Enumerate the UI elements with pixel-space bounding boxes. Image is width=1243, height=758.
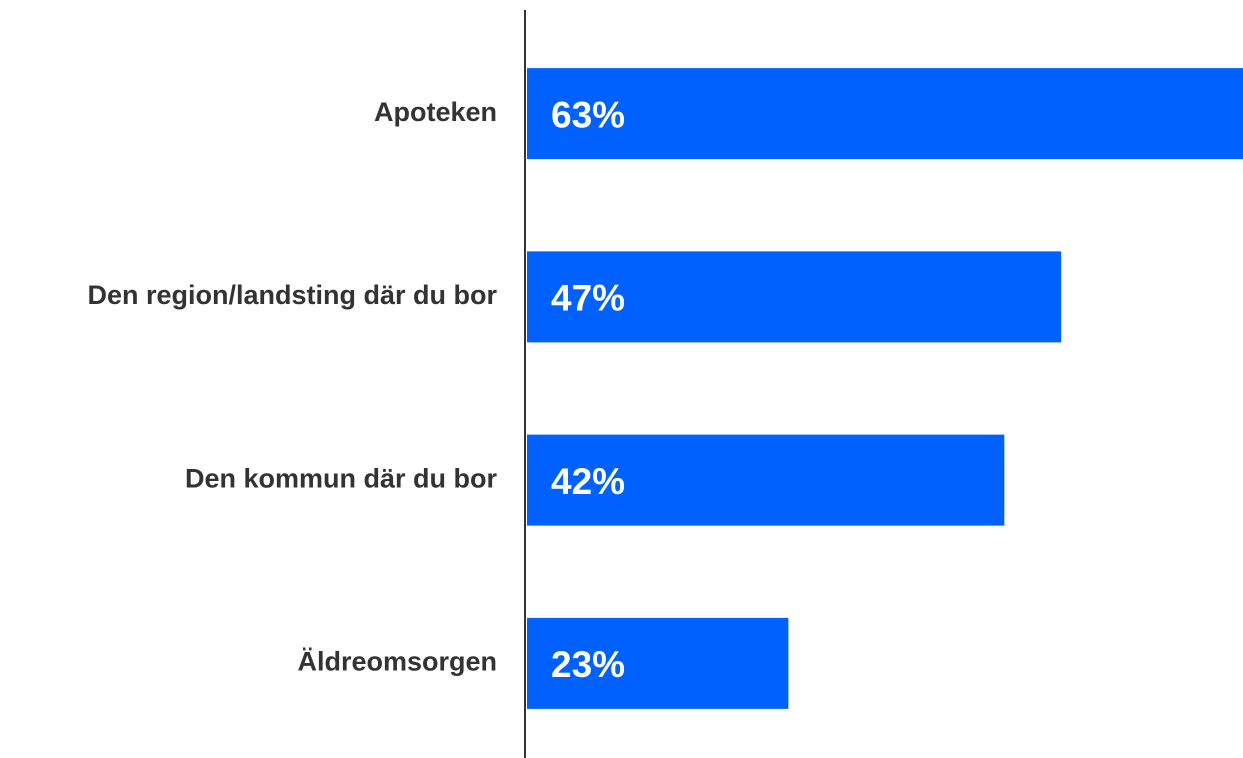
data-label: 47% xyxy=(551,278,625,319)
bar xyxy=(527,617,789,709)
bar xyxy=(527,434,1005,526)
bar xyxy=(527,251,1062,343)
data-label: 42% xyxy=(551,461,625,502)
category-label: Den kommun där du bor xyxy=(185,463,498,493)
data-label: 23% xyxy=(551,644,625,685)
bar xyxy=(527,68,1243,160)
category-label: Apoteken xyxy=(374,97,497,127)
category-label: Äldreomsorgen xyxy=(297,647,497,677)
category-label: Den region/landsting där du bor xyxy=(87,280,497,310)
data-label: 63% xyxy=(551,94,625,135)
